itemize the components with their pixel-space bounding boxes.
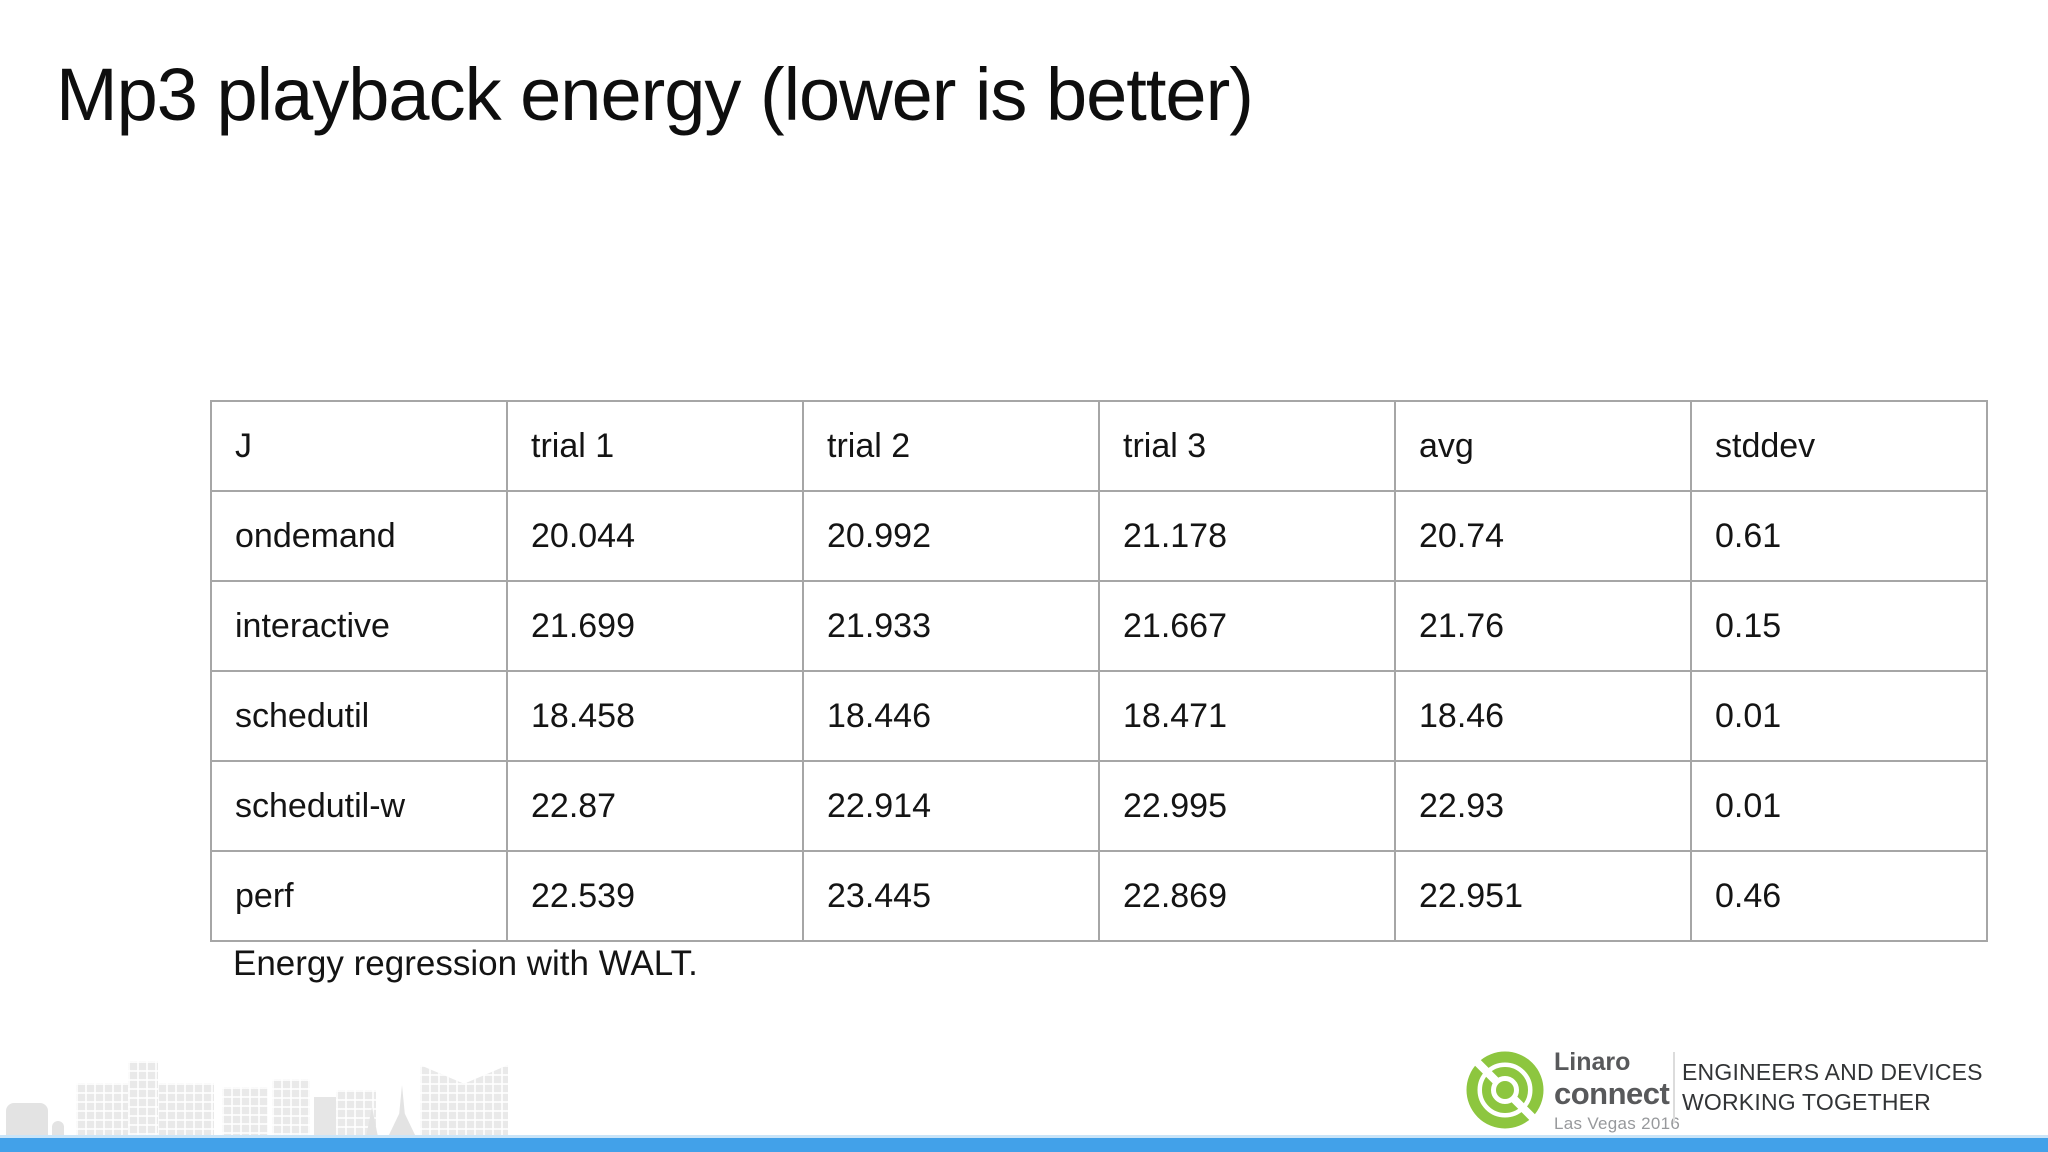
table-header-cell: J xyxy=(210,400,508,492)
table-header-cell: trial 3 xyxy=(1098,400,1396,492)
table-cell: 0.01 xyxy=(1690,670,1988,762)
table-row: schedutil 18.458 18.446 18.471 18.46 0.0… xyxy=(210,670,1988,762)
table-header-cell: trial 2 xyxy=(802,400,1100,492)
table-cell: 18.446 xyxy=(802,670,1100,762)
table-cell: 22.951 xyxy=(1394,850,1692,942)
brand-event: connect xyxy=(1554,1076,1670,1111)
table-cell: interactive xyxy=(210,580,508,672)
eiffel-tower-silhouette xyxy=(388,1085,416,1137)
footer-tagline: ENGINEERS AND DEVICES WORKING TOGETHER xyxy=(1682,1057,1983,1117)
results-table: J trial 1 trial 2 trial 3 avg stddev ond… xyxy=(210,400,1988,942)
table-row: schedutil-w 22.87 22.914 22.995 22.93 0.… xyxy=(210,760,1988,852)
table-cell: 0.46 xyxy=(1690,850,1988,942)
brand-name: Linaro xyxy=(1554,1048,1631,1076)
table-cell: 21.667 xyxy=(1098,580,1396,672)
tagline-line: WORKING TOGETHER xyxy=(1682,1089,1931,1115)
table-cell: 22.93 xyxy=(1394,760,1692,852)
table-cell: 18.471 xyxy=(1098,670,1396,762)
table-cell: 22.87 xyxy=(506,760,804,852)
table-cell: 21.699 xyxy=(506,580,804,672)
brand-text-block: Linaro connect Las Vegas 2016 xyxy=(1554,1048,1681,1133)
table-header-row: J trial 1 trial 2 trial 3 avg stddev xyxy=(210,400,1988,492)
results-table-container: J trial 1 trial 2 trial 3 avg stddev ond… xyxy=(210,400,1988,942)
table-cell: 21.933 xyxy=(802,580,1100,672)
table-cell: perf xyxy=(210,850,508,942)
table-cell: 18.46 xyxy=(1394,670,1692,762)
table-row: interactive 21.699 21.933 21.667 21.76 0… xyxy=(210,580,1988,672)
brand-location-year: Las Vegas 2016 xyxy=(1554,1114,1681,1133)
table-header-cell: stddev xyxy=(1690,400,1988,492)
tagline-line: ENGINEERS AND DEVICES xyxy=(1682,1059,1983,1085)
skyline-tower xyxy=(128,1061,158,1137)
page-title: Mp3 playback energy (lower is better) xyxy=(56,53,1254,136)
skyline-bush-shape xyxy=(52,1121,64,1137)
table-cell: ondemand xyxy=(210,490,508,582)
table-row: ondemand 20.044 20.992 21.178 20.74 0.61 xyxy=(210,490,1988,582)
skyline-tree-shape xyxy=(6,1103,48,1137)
skyline-curved-building xyxy=(420,1065,508,1137)
table-caption: Energy regression with WALT. xyxy=(233,944,698,983)
table-cell: 22.995 xyxy=(1098,760,1396,852)
table-cell: 20.044 xyxy=(506,490,804,582)
table-cell: 22.539 xyxy=(506,850,804,942)
table-cell: 0.01 xyxy=(1690,760,1988,852)
skyline-building xyxy=(222,1087,268,1137)
table-cell: 18.458 xyxy=(506,670,804,762)
bottom-bar-highlight xyxy=(0,1135,2048,1138)
table-cell: 21.178 xyxy=(1098,490,1396,582)
table-row: perf 22.539 23.445 22.869 22.951 0.46 xyxy=(210,850,1988,942)
skyline-building xyxy=(272,1079,310,1137)
table-header-cell: avg xyxy=(1394,400,1692,492)
table-cell: 20.992 xyxy=(802,490,1100,582)
linaro-connect-logo-icon xyxy=(1465,1050,1545,1130)
vegas-skyline-graphic xyxy=(0,1040,520,1137)
footer-divider xyxy=(1673,1052,1675,1123)
table-cell: 0.61 xyxy=(1690,490,1988,582)
table-cell: schedutil-w xyxy=(210,760,508,852)
table-header-cell: trial 1 xyxy=(506,400,804,492)
table-cell: 20.74 xyxy=(1394,490,1692,582)
table-cell: 22.869 xyxy=(1098,850,1396,942)
table-cell: 21.76 xyxy=(1394,580,1692,672)
bottom-accent-bar xyxy=(0,1138,2048,1152)
table-cell: 23.445 xyxy=(802,850,1100,942)
table-cell: 0.15 xyxy=(1690,580,1988,672)
table-cell: 22.914 xyxy=(802,760,1100,852)
table-cell: schedutil xyxy=(210,670,508,762)
